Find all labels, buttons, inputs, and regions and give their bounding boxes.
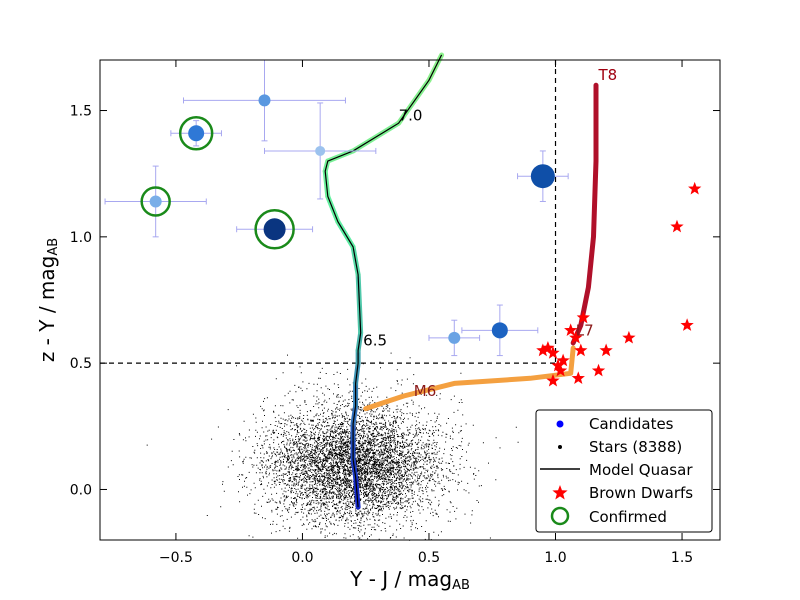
model-quasar-track [322,52,445,510]
brown-dwarf-point [599,343,613,357]
brown-dwarf-point [536,343,550,357]
brown-dwarf-track-label: M6 [414,382,437,400]
selection-cuts [100,60,557,364]
x-tick-label: 0.5 [418,550,440,566]
x-tick-label: 1.0 [544,550,566,566]
track-labels: 6.5 7.0 M6 L7 T8 [363,66,617,400]
candidate-point [315,145,326,156]
candidate-point [188,125,205,142]
brown-dwarf-track-orange [363,345,576,412]
brown-dwarf-point [551,358,565,372]
candidate-point [263,218,286,241]
candidate-point [491,322,508,339]
y-axis-label: z - Y / magAB [35,238,61,362]
legend-confirmed-marker [550,506,570,526]
brown-dwarf-point [571,371,585,384]
brown-dwarf-point [574,343,588,357]
x-tick-label: −0.5 [159,550,193,566]
confirmed-ring [178,116,214,151]
x-axis-label: Y - J / magAB [349,567,470,593]
model-quasar-label: 6.5 [363,331,387,349]
brown-dwarf-track-label: T8 [598,66,618,84]
brown-dwarf-point [670,219,684,233]
model-quasar-label: 7.0 [399,107,423,125]
model-quasar-line [324,54,443,508]
x-tick-label: 0.0 [291,550,313,566]
y-tick-label: 0.0 [70,482,92,498]
brown-dwarf-point [576,310,590,324]
y-tick-label: 1.0 [70,230,92,246]
brown-dwarf-point [556,353,570,367]
brown-dwarf-point [688,181,702,195]
brown-dwarf-track-label: L7 [576,321,594,339]
legend-confirmed-label: Confirmed [589,508,667,526]
brown-dwarf-point [553,363,568,377]
candidate-point [258,94,271,107]
candidates [104,59,569,357]
y-tick-label: 0.5 [70,356,92,372]
legend-brown-dwarf-marker [552,485,568,500]
candidate-point [448,331,461,344]
confirmed-ring [140,186,171,217]
brown-dwarf-point [591,363,606,377]
brown-dwarf-point [569,330,583,344]
candidate-point [149,195,162,208]
tracks [363,82,599,412]
legend-stars-marker [558,445,562,449]
legend-brown-dwarfs-label: Brown Dwarfs [589,484,693,502]
x-tick-label: 1.5 [671,550,693,566]
brown-dwarf-point [564,323,578,336]
brown-dwarf-track-red [570,82,599,346]
candidate-point [530,164,555,189]
brown-dwarf-point [622,330,636,344]
legend-stars-label: Stars (8388) [589,438,682,456]
legend-candidates-label: Candidates [589,415,674,433]
brown-dwarf-point [546,373,560,387]
brown-dwarf-point [546,346,560,359]
brown-dwarf-point [541,341,555,354]
legend-box [535,409,713,533]
legend-candidates-marker [556,420,564,428]
y-tick-label: 1.5 [70,104,92,120]
legend-model-quasar-label: Model Quasar [589,461,693,479]
legend: Candidates Stars (8388) Model Quasar Bro… [535,409,713,533]
confirmed-ring [254,209,295,250]
axis-ticks: −0.5 0.0 0.5 1.0 1.5 0.0 0.5 1.0 1.5 [70,60,720,566]
plot-frame [99,59,721,541]
brown-dwarf-point [680,318,694,331]
brown-dwarfs [536,181,702,387]
